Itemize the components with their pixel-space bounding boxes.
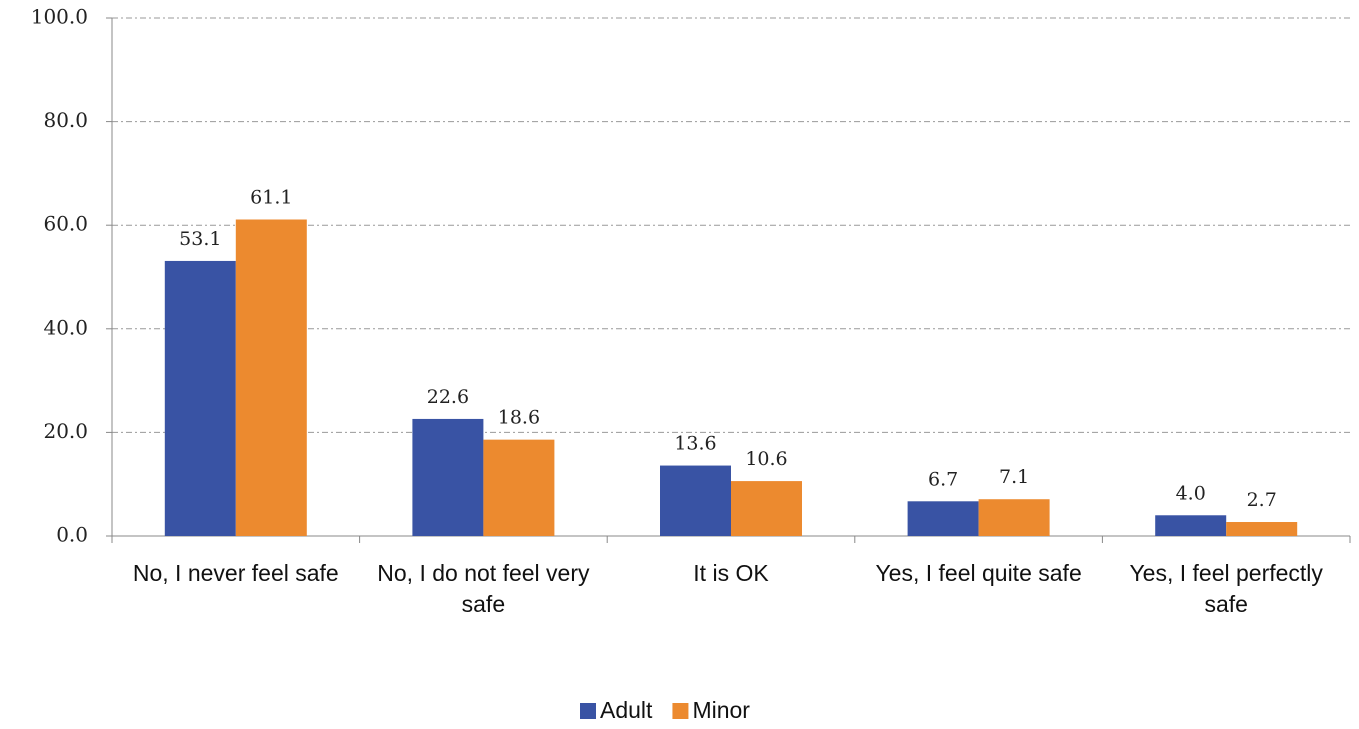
- data-label: 10.6: [745, 448, 787, 470]
- data-label: 13.6: [674, 433, 716, 455]
- data-label: 2.7: [1247, 489, 1277, 511]
- bar: [412, 418, 484, 536]
- bar: [731, 481, 802, 536]
- x-tick-label: Yes, I feel perfectly safe: [1129, 560, 1323, 617]
- x-tick-label: It is OK: [693, 560, 769, 586]
- bar: [164, 260, 236, 536]
- legend-label: Minor: [692, 697, 750, 723]
- bar: [1155, 515, 1227, 536]
- y-tick-label: 20.0: [43, 419, 88, 443]
- x-tick-label: No, I do not feel very safe: [377, 560, 590, 617]
- x-tick-label: No, I never feel safe: [132, 560, 339, 586]
- y-tick-label: 100.0: [31, 5, 88, 29]
- data-label: 6.7: [928, 468, 958, 490]
- legend-swatch: [672, 703, 689, 719]
- data-label: 18.6: [498, 407, 540, 429]
- bar: [483, 439, 555, 536]
- y-tick-label: 0.0: [56, 523, 88, 547]
- data-label: 4.0: [1176, 482, 1206, 504]
- legend-label: Adult: [600, 697, 653, 723]
- y-tick-label: 40.0: [43, 315, 88, 339]
- y-tick-label: 60.0: [43, 212, 88, 236]
- bar: [907, 501, 979, 536]
- x-tick-label: Yes, I feel quite safe: [875, 560, 1082, 586]
- bar: [235, 219, 307, 536]
- data-label: 53.1: [179, 228, 221, 250]
- bar: [1226, 522, 1298, 536]
- data-label: 61.1: [250, 187, 292, 209]
- data-label: 22.6: [427, 386, 469, 408]
- y-tick-label: 80.0: [43, 108, 88, 132]
- bar: [660, 465, 731, 536]
- legend-swatch: [580, 703, 596, 719]
- data-label: 7.1: [999, 466, 1029, 488]
- bar: [978, 499, 1050, 536]
